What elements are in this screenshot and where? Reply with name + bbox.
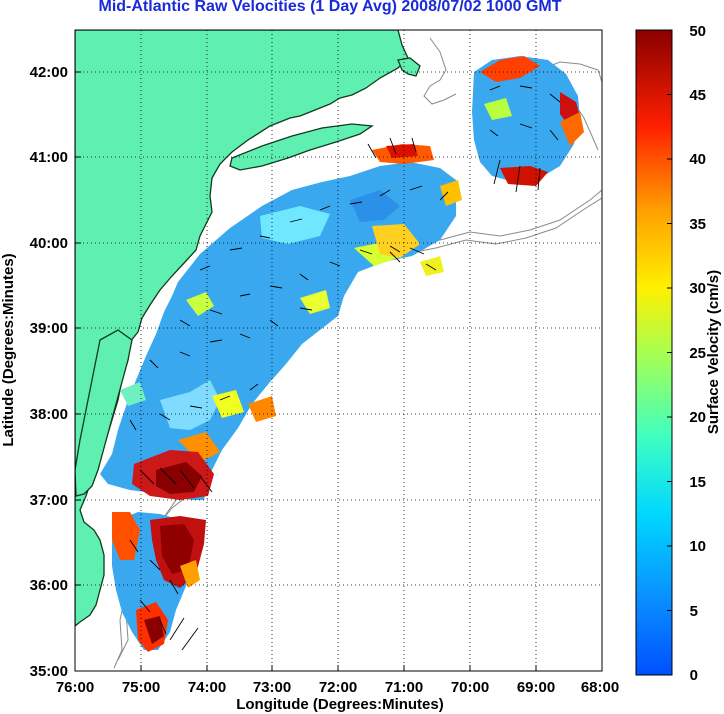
y-tick-label: 37:00 [30,492,68,509]
y-tick-label: 38:00 [30,406,68,423]
cape-cod [397,57,421,77]
y-tick-label: 40:00 [30,235,68,252]
x-tick-label: 69:00 [517,679,555,696]
colorbar-tick-label: 20 [689,409,706,426]
x-tick-label: 74:00 [188,679,226,696]
delmarva-peninsula [75,329,133,497]
y-tick-label: 35:00 [30,663,68,680]
colorbar [635,29,673,676]
y-tick-label: 42:00 [30,64,68,81]
colorbar-tick-label: 25 [689,345,706,362]
x-tick-label: 73:00 [253,679,291,696]
y-tick-label: 41:00 [30,149,68,166]
y-tick-label: 39:00 [30,320,68,337]
colorbar-tick-label: 15 [689,474,706,491]
colorbar-tick-label: 10 [689,538,706,555]
x-tick-label: 68:00 [581,679,619,696]
y-axis-label: Latitude (Degrees:Minutes) [0,253,17,446]
x-axis-label: Longitude (Degrees:Minutes) [236,696,444,713]
long-island [229,123,374,171]
x-tick-label: 71:00 [385,679,423,696]
colorbar-tick-label: 35 [689,216,706,233]
map-grid [75,30,602,671]
velocity-field [100,56,584,652]
x-tick-label: 70:00 [451,679,489,696]
colorbar-ticks [667,29,672,676]
colorbar-tick-label: 5 [690,603,698,620]
colorbar-tick-label: 50 [689,23,706,40]
y-tick-label: 36:00 [30,577,68,594]
x-tick-label: 72:00 [319,679,357,696]
tick-marks [74,71,603,672]
velocity-vectors [129,85,561,651]
x-tick-label: 75:00 [122,679,160,696]
colorbar-tick-label: 40 [689,151,706,168]
colorbar-tick-label: 45 [689,87,706,104]
colorbar-tick-label: 0 [690,667,698,684]
colorbar-tick-label: 30 [689,280,706,297]
x-tick-label: 76:00 [56,679,94,696]
map-title: Mid-Atlantic Raw Velocities (1 Day Avg) … [98,0,562,15]
colorbar-label: Surface Velocity (cm/s) [705,270,722,434]
